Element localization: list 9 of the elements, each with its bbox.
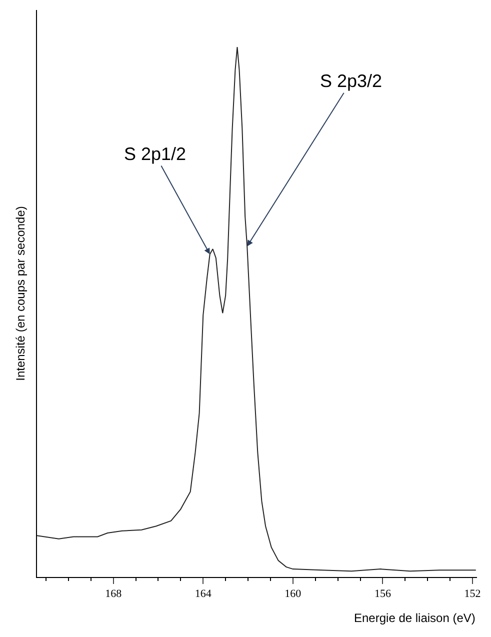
x-tick-label: 156 <box>374 588 392 600</box>
x-tick-label: 168 <box>105 588 122 600</box>
x-tick-label: 152 <box>464 588 481 600</box>
annotation: S 2p1/2 <box>124 144 186 164</box>
x-tick-label: 164 <box>194 588 212 600</box>
x-axis-title: Energie de liaison (eV) <box>354 611 476 625</box>
annotation: S 2p3/2 <box>320 71 382 91</box>
x-tick-label: 160 <box>284 588 302 600</box>
y-axis-title: Intensité (en coups par seconde) <box>13 206 28 381</box>
